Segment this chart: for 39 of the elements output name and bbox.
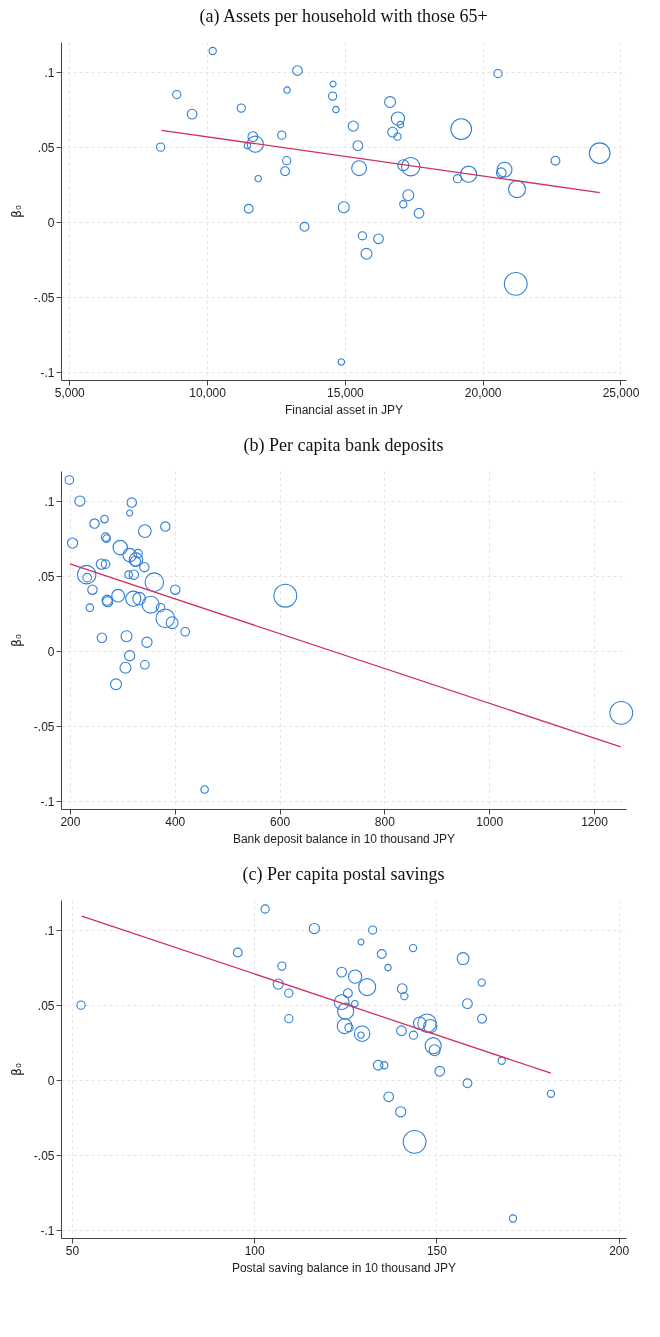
y-axis-title: β₀ bbox=[9, 634, 24, 647]
x-tick-label: 20,000 bbox=[464, 385, 502, 400]
x-tick-label: 200 bbox=[60, 814, 81, 829]
y-tick-label: -.05 bbox=[33, 1148, 55, 1163]
chart-title: (a) Assets per household with those 65+ bbox=[199, 6, 488, 27]
x-tick-label: 1200 bbox=[581, 814, 609, 829]
y-tick-label: .1 bbox=[44, 65, 55, 80]
x-tick-label: 800 bbox=[374, 814, 396, 829]
x-tick-label: 25,000 bbox=[602, 385, 640, 400]
x-tick-label: 150 bbox=[426, 1243, 448, 1258]
y-tick-label: -.1 bbox=[40, 365, 55, 380]
x-tick-label: 100 bbox=[244, 1243, 266, 1258]
y-tick-label: -.05 bbox=[33, 290, 55, 305]
x-axis-title: Postal saving balance in 10 thousand JPY bbox=[231, 1260, 457, 1275]
chart-title: (c) Per capita postal savings bbox=[242, 864, 445, 885]
x-tick-label: 10,000 bbox=[189, 385, 227, 400]
x-tick-label: 5,000 bbox=[54, 385, 86, 400]
x-tick-label: 600 bbox=[270, 814, 291, 829]
x-axis-title: Financial asset in JPY bbox=[284, 402, 404, 417]
chart-title: (b) Per capita bank deposits bbox=[243, 435, 444, 456]
y-tick-label: 0 bbox=[47, 644, 55, 659]
x-tick-label: 15,000 bbox=[327, 385, 365, 400]
y-tick-label: .05 bbox=[37, 569, 55, 584]
y-axis-title: β₀ bbox=[9, 205, 24, 218]
y-tick-label: .05 bbox=[37, 140, 55, 155]
x-tick-label: 1000 bbox=[476, 814, 504, 829]
y-tick-label: -.05 bbox=[33, 719, 55, 734]
x-tick-label: 200 bbox=[609, 1243, 630, 1258]
y-tick-label: 0 bbox=[47, 1073, 55, 1088]
x-tick-label: 400 bbox=[165, 814, 186, 829]
x-axis-title: Bank deposit balance in 10 thousand JPY bbox=[232, 831, 456, 846]
y-tick-label: -.1 bbox=[40, 794, 55, 809]
y-tick-label: 0 bbox=[47, 215, 55, 230]
y-tick-label: .1 bbox=[44, 923, 55, 938]
y-tick-label: .05 bbox=[37, 998, 55, 1013]
x-tick-label: 50 bbox=[65, 1243, 80, 1258]
y-tick-label: .1 bbox=[44, 494, 55, 509]
y-tick-label: -.1 bbox=[40, 1223, 55, 1238]
y-axis-title: β₀ bbox=[9, 1063, 24, 1076]
